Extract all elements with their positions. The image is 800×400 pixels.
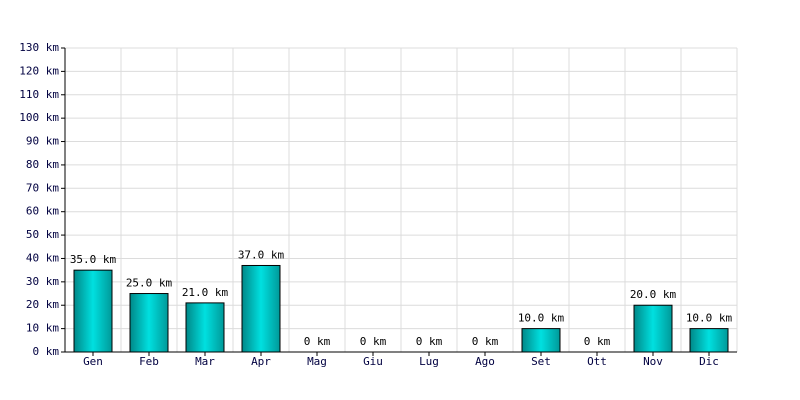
data-label: 37.0 km: [238, 248, 285, 261]
bar: [129, 293, 169, 353]
x-tick-label: Giu: [363, 355, 383, 368]
bar: [241, 264, 281, 353]
y-tick-label: 100 km: [19, 111, 59, 124]
data-label: 35.0 km: [70, 253, 117, 266]
y-tick-label: 40 km: [26, 251, 59, 264]
x-tick-label: Lug: [419, 355, 439, 368]
y-tick-label: 120 km: [19, 64, 59, 77]
y-tick-label: 0 km: [33, 345, 60, 358]
x-tick-label: Gen: [83, 355, 103, 368]
x-tick-label: Ago: [475, 355, 495, 368]
data-label: 25.0 km: [126, 277, 173, 290]
data-label: 0 km: [416, 335, 443, 348]
y-tick-label: 10 km: [26, 322, 59, 335]
data-label: 10.0 km: [518, 312, 565, 325]
x-tick-label: Dic: [699, 355, 719, 368]
x-tick-label: Apr: [251, 355, 271, 368]
data-label: 0 km: [584, 335, 611, 348]
data-label: 20.0 km: [630, 288, 677, 301]
bar: [521, 328, 561, 353]
bar: [689, 328, 729, 353]
data-label: 21.0 km: [182, 286, 229, 299]
data-label: 10.0 km: [686, 312, 733, 325]
x-tick-label: Feb: [139, 355, 159, 368]
data-label: 0 km: [304, 335, 331, 348]
y-tick-label: 20 km: [26, 298, 59, 311]
x-tick-label: Set: [531, 355, 551, 368]
y-tick-label: 70 km: [26, 181, 59, 194]
bar: [73, 269, 113, 353]
y-tick-label: 80 km: [26, 158, 59, 171]
y-tick-label: 130 km: [19, 41, 59, 54]
y-tick-label: 30 km: [26, 275, 59, 288]
y-tick-label: 90 km: [26, 135, 59, 148]
data-label: 0 km: [360, 335, 387, 348]
x-tick-label: Mar: [195, 355, 215, 368]
data-label: 0 km: [472, 335, 499, 348]
x-tick-label: Nov: [643, 355, 663, 368]
x-tick-label: Ott: [587, 355, 607, 368]
y-tick-label: 50 km: [26, 228, 59, 241]
bar: [633, 304, 673, 353]
bar: [185, 302, 225, 353]
y-tick-label: 60 km: [26, 205, 59, 218]
x-tick-label: Mag: [307, 355, 327, 368]
y-tick-label: 110 km: [19, 88, 59, 101]
